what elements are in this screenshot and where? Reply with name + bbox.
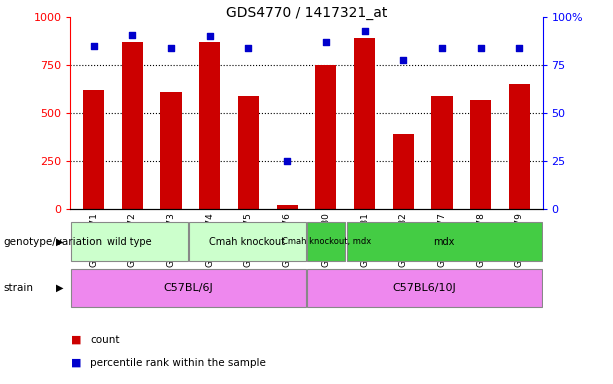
Point: [89, 43, 99, 49]
Text: ▶: ▶: [56, 237, 63, 247]
Text: wild type: wild type: [107, 237, 152, 247]
Text: Cmah knockout, mdx: Cmah knockout, mdx: [281, 237, 371, 247]
Bar: [189, 222, 305, 262]
Bar: [276, 205, 298, 209]
Point: [514, 45, 524, 51]
Text: C57BL6/10J: C57BL6/10J: [393, 283, 456, 293]
Text: ■: ■: [70, 358, 81, 368]
Text: count: count: [90, 335, 120, 345]
Bar: [308, 222, 345, 262]
Point: [437, 45, 447, 51]
Bar: [238, 96, 259, 209]
Bar: [122, 42, 143, 209]
Point: [476, 45, 485, 51]
Text: genotype/variation: genotype/variation: [3, 237, 102, 247]
Text: C57BL/6J: C57BL/6J: [164, 283, 213, 293]
Bar: [347, 222, 541, 262]
Point: [321, 39, 331, 45]
Text: mdx: mdx: [433, 237, 455, 247]
Bar: [392, 134, 414, 209]
Bar: [315, 65, 337, 209]
Bar: [470, 100, 491, 209]
Point: [243, 45, 253, 51]
Bar: [161, 92, 181, 209]
Bar: [199, 42, 221, 209]
Bar: [509, 84, 530, 209]
Point: [166, 45, 176, 51]
Bar: [72, 268, 305, 308]
Point: [205, 33, 215, 40]
Point: [282, 158, 292, 164]
Bar: [83, 90, 104, 209]
Text: Cmah knockout: Cmah knockout: [210, 237, 286, 247]
Text: percentile rank within the sample: percentile rank within the sample: [90, 358, 266, 368]
Point: [360, 28, 370, 34]
Bar: [432, 96, 452, 209]
Text: ■: ■: [70, 335, 81, 345]
Bar: [308, 268, 541, 308]
Point: [128, 31, 137, 38]
Bar: [354, 38, 375, 209]
Text: ▶: ▶: [56, 283, 63, 293]
Text: GDS4770 / 1417321_at: GDS4770 / 1417321_at: [226, 6, 387, 20]
Point: [398, 56, 408, 63]
Bar: [72, 222, 188, 262]
Text: strain: strain: [3, 283, 33, 293]
